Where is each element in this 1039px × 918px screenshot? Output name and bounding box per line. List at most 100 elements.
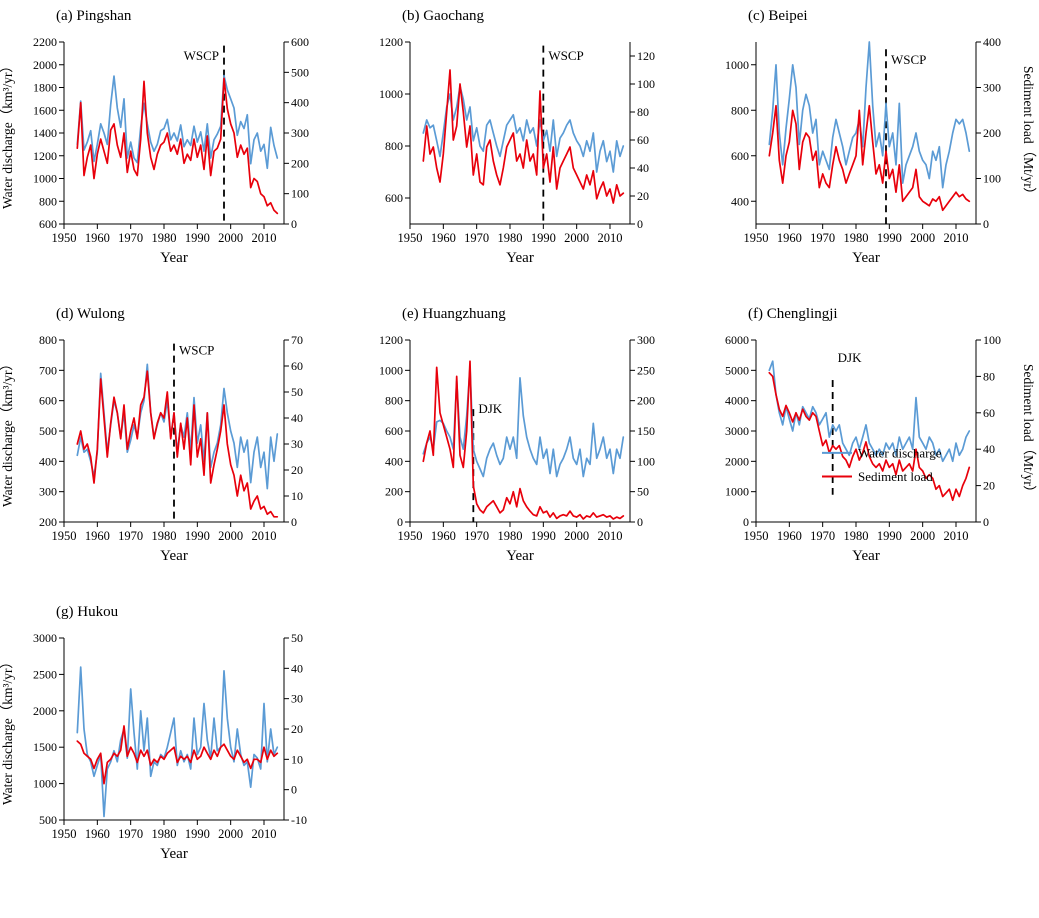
svg-text:40: 40	[983, 442, 995, 456]
spacer	[328, 622, 344, 872]
svg-text:0: 0	[291, 783, 297, 797]
svg-text:2010: 2010	[944, 529, 969, 543]
chart-svg-d: 200 300 400 500 600 700 800 0 10 20 30 40 50 60 70 1950…	[39, 333, 303, 564]
svg-text:2000: 2000	[218, 529, 243, 543]
svg-text:250: 250	[637, 363, 655, 377]
svg-text:2000: 2000	[33, 58, 57, 72]
svg-text:Year: Year	[160, 250, 188, 266]
svg-text:5000: 5000	[725, 363, 749, 377]
svg-text:-10: -10	[291, 813, 307, 827]
svg-text:0: 0	[983, 217, 989, 231]
svg-text:800: 800	[39, 194, 57, 208]
svg-text:1980: 1980	[498, 529, 523, 543]
svg-text:800: 800	[39, 333, 57, 347]
sediment-load-line	[76, 370, 279, 518]
svg-text:40: 40	[637, 161, 649, 175]
svg-text:20: 20	[291, 463, 303, 477]
spacer	[692, 324, 708, 574]
svg-text:0: 0	[743, 515, 749, 529]
change-point-label: WSCP	[891, 52, 926, 67]
svg-text:1000: 1000	[33, 777, 57, 791]
sediment-load-line	[76, 77, 279, 215]
chart-svg-g: 500 1000 1500 2000 2500 3000 -10 0 10 20 30 40 50 195…	[33, 631, 307, 862]
panel-c-title: (c) Beipei	[748, 8, 808, 24]
svg-text:0: 0	[637, 217, 643, 231]
panel-c: (c) Beipei 400 600 800 1000 0 100 200 300 400 195…	[692, 6, 1039, 304]
svg-text:1200: 1200	[33, 149, 57, 163]
svg-text:70: 70	[291, 333, 303, 347]
svg-text:1960: 1960	[85, 231, 110, 245]
svg-text:2000: 2000	[218, 827, 243, 841]
svg-text:4000: 4000	[725, 394, 749, 408]
svg-text:1980: 1980	[844, 529, 869, 543]
svg-text:1960: 1960	[777, 529, 802, 543]
svg-text:1970: 1970	[810, 231, 835, 245]
spacer	[674, 26, 690, 276]
chart-svg-e: 0 200 400 600 800 1000 1200 0 50 100 150 200 250 300 1…	[379, 333, 655, 564]
panel-d: (d) Wulong Water discharge（km³/yr） 200 30…	[0, 304, 346, 602]
water-discharge-line	[768, 360, 971, 463]
panel-g-title: (g) Hukou	[56, 604, 119, 620]
svg-text:20: 20	[291, 722, 303, 736]
spacer	[346, 26, 362, 276]
spacer	[674, 324, 690, 574]
svg-text:100: 100	[983, 172, 1001, 186]
water-discharge-line	[76, 666, 279, 818]
sediment-load-line	[422, 360, 625, 520]
sediment-load-line	[76, 725, 279, 785]
panel-g-left-axis-title: Water discharge（km³/yr）	[0, 654, 15, 806]
svg-text:Year: Year	[852, 250, 880, 266]
svg-text:Year: Year	[506, 250, 534, 266]
svg-text:1990: 1990	[877, 231, 902, 245]
svg-text:1970: 1970	[118, 827, 143, 841]
svg-text:3000: 3000	[33, 631, 57, 645]
svg-text:500: 500	[39, 813, 57, 827]
change-point-label: WSCP	[548, 48, 583, 63]
panel-b: (b) Gaochang 600 800 1000 1200 0 20 40 60 80 100 1…	[346, 6, 692, 304]
spacer	[346, 324, 362, 574]
panel-a: (a) Pingshan Water discharge（km³/yr） 600…	[0, 6, 346, 304]
svg-text:1950: 1950	[744, 231, 769, 245]
svg-text:2000: 2000	[564, 529, 589, 543]
svg-text:1980: 1980	[844, 231, 869, 245]
change-point-label: DJK	[838, 350, 862, 365]
svg-text:60: 60	[637, 133, 649, 147]
svg-text:20: 20	[637, 189, 649, 203]
svg-text:Year: Year	[160, 846, 188, 862]
svg-text:2010: 2010	[252, 529, 277, 543]
svg-text:600: 600	[291, 35, 309, 49]
svg-text:400: 400	[385, 454, 403, 468]
svg-text:0: 0	[637, 515, 643, 529]
change-point-label: DJK	[478, 401, 502, 416]
svg-text:1950: 1950	[52, 529, 77, 543]
svg-text:1200: 1200	[379, 333, 403, 347]
svg-text:1960: 1960	[85, 529, 110, 543]
svg-text:1990: 1990	[531, 529, 556, 543]
svg-text:100: 100	[637, 454, 655, 468]
svg-text:40: 40	[291, 411, 303, 425]
svg-text:6000: 6000	[725, 333, 749, 347]
svg-text:500: 500	[39, 424, 57, 438]
svg-text:100: 100	[291, 187, 309, 201]
svg-text:100: 100	[983, 333, 1001, 347]
svg-text:300: 300	[637, 333, 655, 347]
svg-text:400: 400	[731, 194, 749, 208]
svg-text:600: 600	[731, 149, 749, 163]
svg-text:2000: 2000	[33, 704, 57, 718]
svg-text:1970: 1970	[810, 529, 835, 543]
svg-text:1000: 1000	[725, 58, 749, 72]
svg-text:1000: 1000	[379, 87, 403, 101]
svg-text:2000: 2000	[725, 454, 749, 468]
water-discharge-line	[768, 41, 971, 189]
svg-text:1990: 1990	[185, 827, 210, 841]
svg-text:2000: 2000	[218, 231, 243, 245]
panel-a-left-axis-title: Water discharge（km³/yr）	[0, 58, 15, 210]
svg-text:300: 300	[983, 81, 1001, 95]
svg-text:1600: 1600	[33, 103, 57, 117]
chart-svg-a: 600 800 1000 1200 1400 1600 1800 2000 2200 0 100 20…	[33, 35, 309, 266]
change-point-label: WSCP	[184, 48, 219, 63]
svg-text:1960: 1960	[777, 231, 802, 245]
svg-text:60: 60	[983, 406, 995, 420]
svg-text:600: 600	[385, 424, 403, 438]
